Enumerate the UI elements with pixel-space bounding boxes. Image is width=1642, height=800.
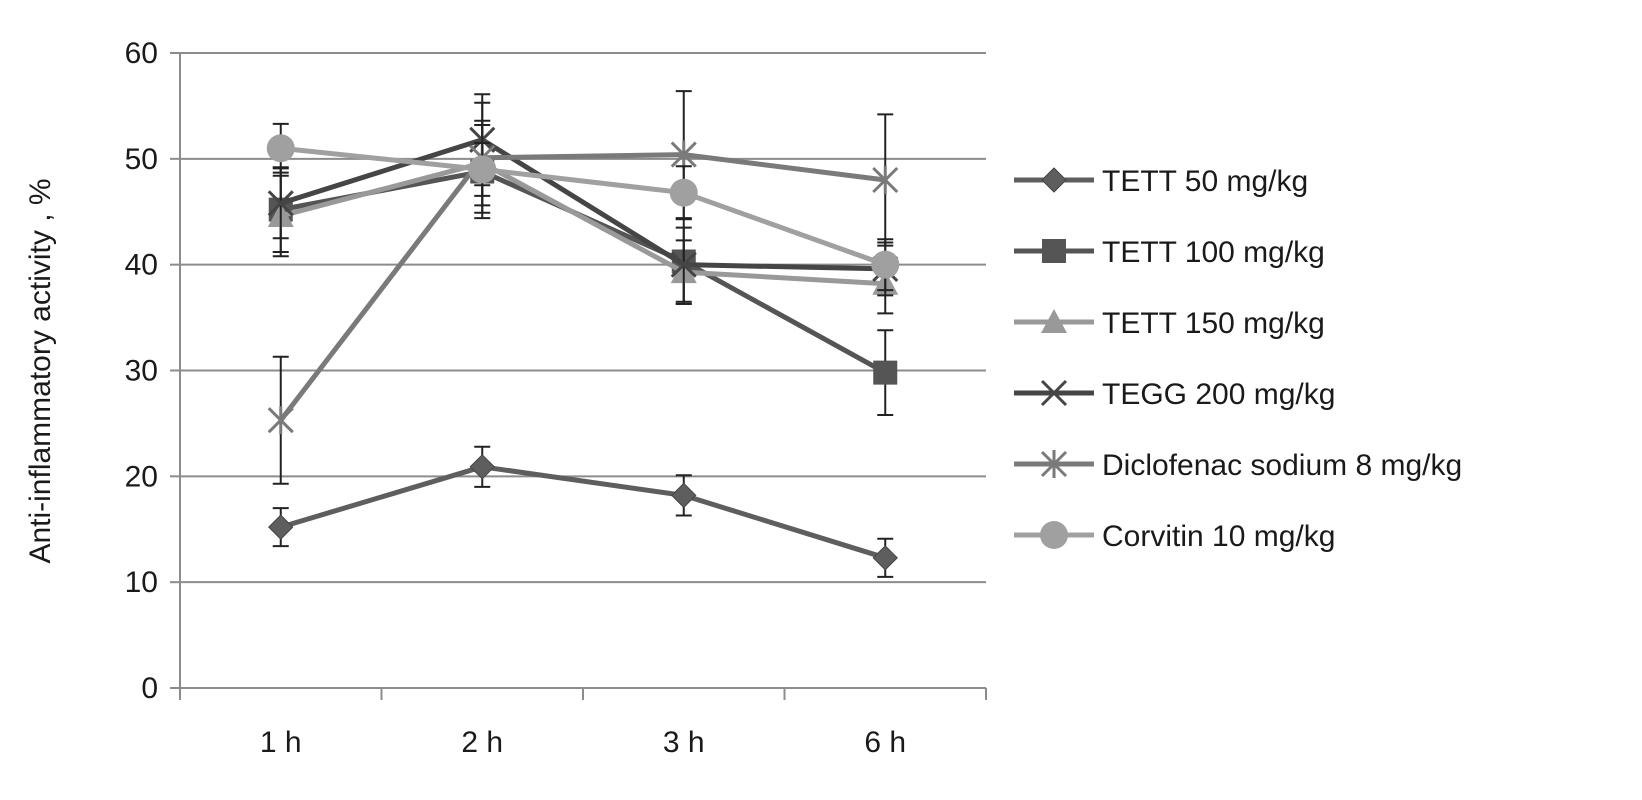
data-point-stroke-b [267,190,294,217]
data-point [266,134,295,163]
y-axis-title: Anti-inflammatory activity , % [24,178,57,563]
series-3 [267,93,899,303]
legend-marker [1040,379,1068,407]
series-0 [268,445,898,578]
data-point [871,250,900,279]
legend-label: TETT 50 mg/kg [1102,165,1308,198]
legend-item-0: TETT 50 mg/kg [1014,165,1308,198]
series-line [278,152,886,422]
legend-label: TETT 150 mg/kg [1102,307,1325,340]
data-point [669,178,698,207]
legend-item-4: Diclofenac sodium 8 mg/kg [1014,449,1462,482]
data-point-stroke-b [670,251,697,278]
legend-marker [1042,239,1066,263]
legend: TETT 50 mg/kg TETT 100 mg/kg TETT 150 mg/k… [1014,165,1462,553]
axes [170,52,987,700]
data-point [468,155,497,184]
legend-label: TETT 100 mg/kg [1102,236,1325,269]
series-line [280,160,886,287]
series-line [280,145,887,268]
y-tick-label: 0 [141,672,158,705]
series-line [280,464,886,561]
y-tick-label: 30 [125,355,158,388]
series-4 [267,90,899,485]
series-5 [266,122,900,292]
series-lines [266,90,900,578]
legend-item-3: TEGG 200 mg/kg [1014,378,1335,411]
legend-item-1: TETT 100 mg/kg [1014,236,1325,269]
y-tick-label: 60 [125,37,158,70]
data-point [267,190,294,217]
y-tick-label: 20 [125,460,158,493]
data-point [671,482,697,509]
data-point [268,514,294,540]
legend-marker [1041,167,1067,193]
data-point [872,545,898,571]
data-point [670,140,697,169]
series-2 [267,119,899,315]
legend-item-5: Corvitin 10 mg/kg [1014,520,1335,553]
data-point [267,406,294,435]
data-point [873,360,898,385]
x-tick-label: 2 h [461,726,503,759]
x-tick-label: 6 h [864,726,906,759]
legend-label: Diclofenac sodium 8 mg/kg [1102,449,1462,482]
y-tick-label: 40 [125,249,158,282]
legend-marker [1041,309,1067,333]
legend-item-2: TETT 150 mg/kg [1014,307,1325,340]
legend-marker [1040,450,1068,478]
series-line [279,137,886,272]
legend-label: TEGG 200 mg/kg [1102,378,1335,411]
y-tick-label: 10 [125,566,158,599]
data-point [469,454,495,480]
data-point [670,251,697,278]
legend-marker [1040,521,1068,549]
gridlines [180,52,986,584]
y-tick-label: 50 [125,143,158,176]
tick-labels: 0 10 20 30 40 50 60 1 h 2 h 3 h 6 h [125,37,906,759]
legend-label: Corvitin 10 mg/kg [1102,520,1335,553]
x-tick-label: 3 h [663,726,705,759]
data-point [872,166,899,194]
x-tick-label: 1 h [260,726,302,759]
legend-marker-stroke-b [1040,379,1068,407]
